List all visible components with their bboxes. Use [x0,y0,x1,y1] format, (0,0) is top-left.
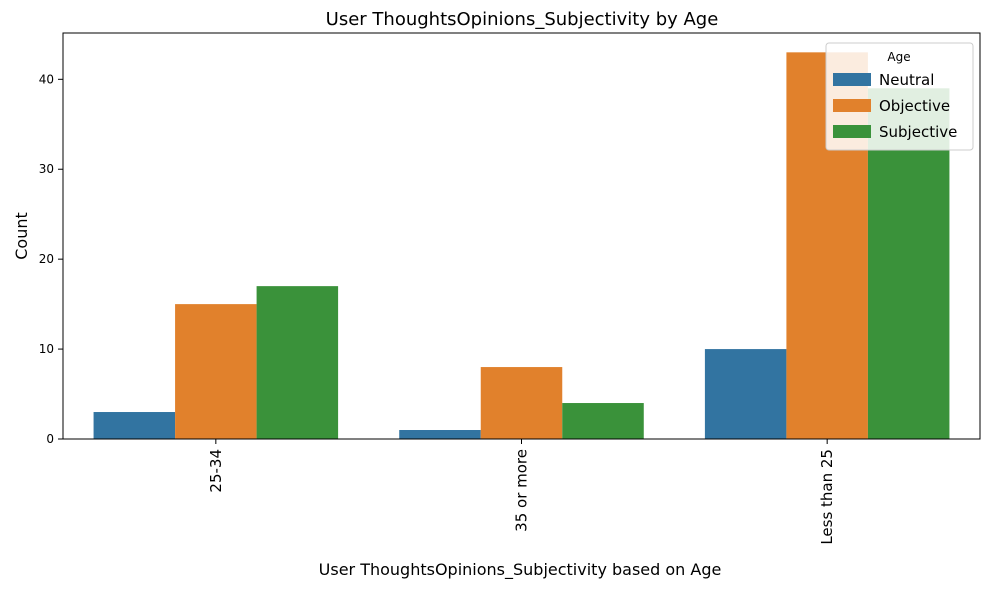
x-tick-label: 35 or more [513,449,531,532]
y-tick-label: 40 [39,72,54,86]
chart-title: User ThoughtsOpinions_Subjectivity by Ag… [326,9,719,30]
y-tick-label: 10 [39,342,54,356]
legend-swatch-subjective [833,125,871,138]
bar-subjective-1 [256,286,339,439]
legend-label-neutral: Neutral [879,71,934,89]
legend-swatch-neutral [833,73,871,86]
y-axis: 0 10 20 30 40 [39,72,63,446]
legend: Age Neutral Objective Subjective [825,42,974,151]
legend-label-objective: Objective [879,97,950,115]
bar-neutral-1 [93,412,176,439]
y-axis-label: Count [12,212,31,260]
bar-subjective-2 [562,403,644,439]
bar-neutral-2 [399,430,481,439]
legend-box [825,42,974,151]
plot-frame [62,32,981,440]
bar-neutral-3 [704,349,787,439]
x-tick-label: Less than 25 [818,449,836,545]
x-axis-label: User ThoughtsOpinions_Subjectivity based… [319,560,722,580]
legend-title: Age [887,50,910,64]
bar-objective-1 [175,304,257,439]
legend-label-subjective: Subjective [879,123,957,141]
y-tick-label: 0 [46,432,54,446]
y-tick-label: 20 [39,252,54,266]
y-tick-label: 30 [39,162,54,176]
bar-objective-2 [480,367,563,439]
x-tick-label: 25-34 [207,449,225,493]
x-axis: 25-34 35 or more Less than 25 [207,439,836,545]
bars-layer [93,52,950,440]
legend-swatch-objective [833,99,871,112]
